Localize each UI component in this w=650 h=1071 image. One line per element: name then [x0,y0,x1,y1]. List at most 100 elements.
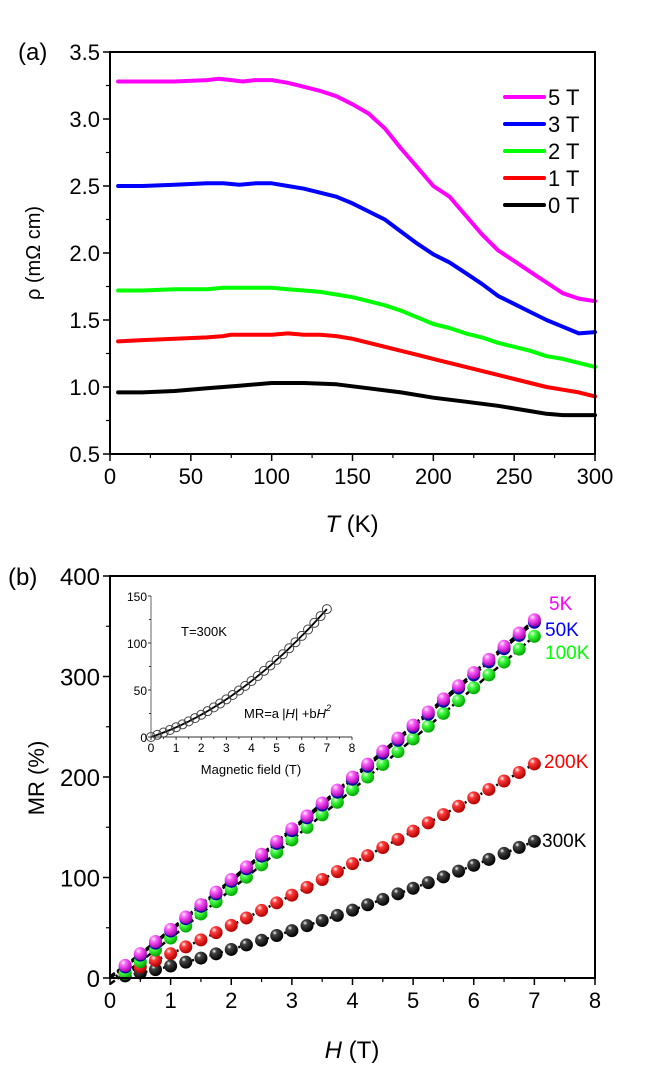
x-tick-label: 7 [528,988,540,1013]
data-point-5K [194,898,208,912]
data-point-300K [527,834,541,848]
x-tick-label: 50 [179,464,203,489]
data-point-5K [497,639,511,653]
data-point-5K [118,958,132,972]
data-point-5K [436,692,450,706]
data-point-5K [164,922,178,936]
inset-formula: MR=a |H| +bH2 [244,703,331,721]
inset-data-point [189,713,200,724]
y-tick-label: 1.5 [69,308,100,333]
data-point-300K [376,892,390,906]
data-point-5K [315,796,329,810]
inset-y-tick-label: 100 [127,637,147,651]
data-point-200K [255,903,269,917]
x-tick-label: 150 [334,464,371,489]
inset-data-point [290,637,301,648]
inset-data-point [284,643,295,654]
legend-label: 1 T [548,166,579,191]
data-point-100K [361,770,375,784]
data-point-200K [194,933,208,947]
data-point-5K [361,757,375,771]
data-point-200K [330,865,344,879]
inset-x-tick-label: 1 [173,741,180,755]
inset-x-tick-label: 0 [148,741,155,755]
x-label-unit: (T) [342,1037,379,1064]
data-point-5K [421,705,435,719]
y-tick-label: 3.0 [69,107,100,132]
panel-a-frame [109,51,596,455]
series-label-100K: 100K [545,643,590,664]
inset-series [146,604,332,742]
inset-x-axis-label: Magnetic field (T) [201,762,301,777]
data-point-5K [209,885,223,899]
y-tick-label: 3.5 [69,40,100,65]
panel-a: (a) 0 50 100 150 200 250 300 0.5 1.0 1.5 2.0 2.5 3.… [18,39,613,538]
inset-temperature-annotation: T=300K [181,624,227,639]
data-point-100K [376,757,390,771]
inset-data-point [171,722,182,733]
data-point-100K [406,732,420,746]
data-point-100K [315,808,329,822]
panel-a-label: (a) [18,39,47,66]
data-point-300K [164,959,178,973]
data-point-300K [467,858,481,872]
data-point-300K [148,963,162,977]
data-point-300K [270,928,284,942]
series-line-1T [116,331,597,399]
data-point-5K [346,770,359,784]
data-point-100K [497,655,511,669]
data-point-200K [421,816,435,830]
data-point-300K [346,903,359,917]
data-point-300K [179,955,193,969]
data-point-5K [376,744,390,758]
data-point-100K [285,833,299,847]
y-tick-label: 400 [60,564,100,591]
data-point-200K [315,873,329,887]
data-point-300K [300,919,314,933]
x-label-symbol: T [325,511,342,538]
data-point-200K [179,940,193,954]
inset-data-point [246,676,257,687]
data-point-5K [179,910,193,924]
inset-y-tick-label: 0 [140,731,147,745]
x-tick-label: 250 [496,464,533,489]
series-label-5K: 5K [549,594,573,615]
legend-label: 3 T [548,112,579,137]
data-point-5K [255,847,269,861]
data-point-200K [270,896,284,910]
data-point-5K [467,666,481,680]
data-point-300K [209,947,223,961]
data-point-300K [452,864,466,878]
panel-b-series [109,613,541,986]
data-point-300K [194,951,208,965]
data-point-5K [527,613,541,627]
data-point-200K [406,824,420,838]
data-point-5K [406,718,420,732]
x-label-unit: (K) [340,511,379,538]
y-tick-label: 200 [60,765,100,792]
data-point-300K [330,908,344,922]
data-point-200K [164,947,178,961]
data-point-200K [512,765,526,779]
inset-data-point [271,654,282,665]
data-point-200K [482,782,496,796]
data-point-200K [346,857,359,871]
data-point-100K [421,719,435,733]
data-point-5K [452,679,466,693]
inset-data-point [196,709,207,720]
panel-b-x-ticks: 0 1 2 3 4 5 6 7 8 [104,978,601,1013]
inset-data-point [296,630,307,641]
data-point-100K [391,745,405,759]
data-point-5K [512,626,526,640]
inset-x-tick-label: 4 [248,741,255,755]
data-point-100K [527,629,541,643]
data-point-200K [527,757,541,771]
data-point-5K [133,947,147,961]
inset-data-point [277,649,288,660]
x-tick-label: 0 [104,988,116,1013]
inset-data-point [152,729,163,740]
inset-x-tick-label: 3 [223,741,230,755]
